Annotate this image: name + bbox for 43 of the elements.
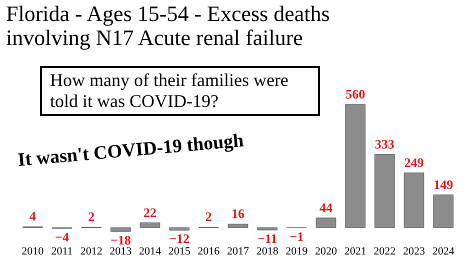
x-tick-label: 2017 xyxy=(227,246,250,258)
bar xyxy=(228,224,248,228)
x-tick-label: 2021 xyxy=(344,246,366,258)
x-tick-label: 2011 xyxy=(51,246,73,258)
data-label: 2 xyxy=(205,209,212,224)
bar xyxy=(257,227,278,230)
data-label: −18 xyxy=(110,232,132,248)
data-label: 44 xyxy=(320,200,333,215)
x-tick-label: 2014 xyxy=(139,246,162,258)
x-tick-label: 2016 xyxy=(198,246,220,258)
bar xyxy=(433,194,454,228)
data-label: 2 xyxy=(88,209,95,224)
x-tick-label: 2018 xyxy=(256,246,279,258)
bar xyxy=(316,218,336,228)
bar xyxy=(374,154,395,228)
data-label: −4 xyxy=(55,229,70,244)
data-label: 149 xyxy=(434,176,454,192)
data-label: 249 xyxy=(404,154,424,170)
data-label: −11 xyxy=(257,231,278,246)
x-tick-label: 2022 xyxy=(374,246,396,258)
x-tick-label: 2015 xyxy=(168,246,191,258)
x-tick-label: 2013 xyxy=(110,246,132,258)
bar xyxy=(345,104,366,228)
bar xyxy=(110,227,131,232)
bar xyxy=(140,222,160,228)
data-label: −1 xyxy=(290,228,304,244)
x-tick-label: 2019 xyxy=(286,246,308,258)
x-tick-label: 2010 xyxy=(22,246,44,258)
data-label: 333 xyxy=(374,136,395,152)
bar xyxy=(404,172,424,228)
data-label: 22 xyxy=(144,204,156,220)
data-label: 16 xyxy=(232,206,245,222)
annotation: How many of their families were told it was COVID-19? xyxy=(40,66,320,116)
x-tick-label: 2020 xyxy=(315,246,338,258)
x-tick-label: 2024 xyxy=(432,246,455,258)
bar xyxy=(169,227,190,230)
data-label: 560 xyxy=(346,86,366,102)
data-label: 4 xyxy=(29,208,36,224)
chart-title: Florida - Ages 15-54 - Excess deaths involving N17 Acute renal failure xyxy=(6,1,331,50)
data-label: −12 xyxy=(169,231,190,246)
x-tick-label: 2023 xyxy=(403,246,426,258)
annotation: It wasn't COVID-19 though xyxy=(17,130,245,172)
x-tick-label: 2012 xyxy=(80,246,102,258)
